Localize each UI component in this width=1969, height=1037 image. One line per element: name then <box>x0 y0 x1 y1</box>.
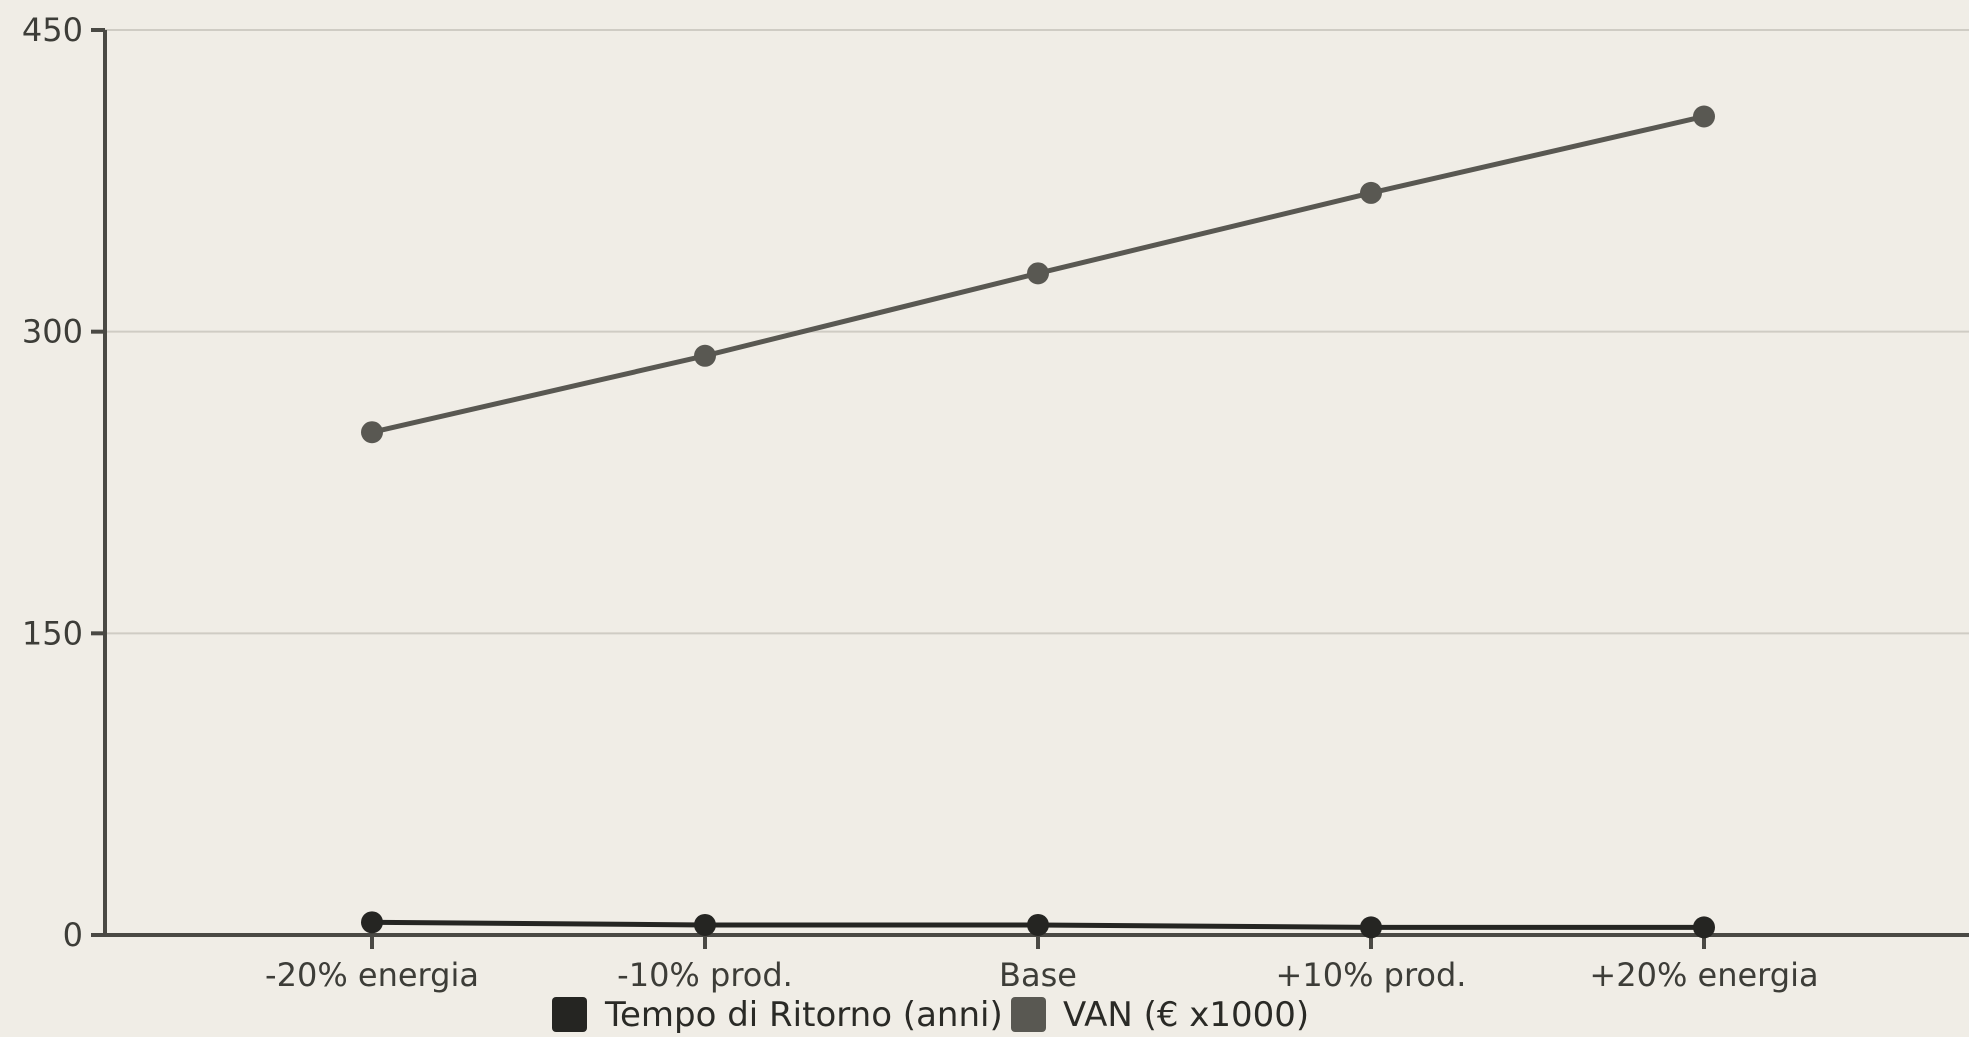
x-tick-label: Base <box>999 956 1077 994</box>
legend-label: VAN (€ x1000) <box>1063 995 1309 1035</box>
data-point <box>1693 105 1715 128</box>
grid-lines <box>105 29 1969 635</box>
data-point <box>694 913 716 936</box>
y-tick-label: 150 <box>22 614 83 652</box>
x-tick-label: +20% energia <box>1589 956 1818 994</box>
data-point <box>361 911 383 934</box>
legend-swatch <box>552 997 587 1032</box>
x-tick-label: -10% prod. <box>617 956 793 994</box>
data-point <box>1027 262 1049 285</box>
y-tick-label: 0 <box>63 916 83 954</box>
data-point <box>361 421 383 444</box>
data-point <box>1693 916 1715 939</box>
legend-label: Tempo di Ritorno (anni) <box>604 995 1003 1035</box>
x-ticks: -20% energia -10% prod. Base +10% prod. +20%… <box>265 935 1819 994</box>
legend-swatch <box>1011 997 1046 1032</box>
data-point <box>1360 181 1382 204</box>
data-point <box>1360 916 1382 939</box>
x-tick-label: -20% energia <box>265 956 479 994</box>
axes <box>103 30 1969 937</box>
y-ticks: 0 150 300 450 <box>22 11 105 954</box>
data-point <box>1027 913 1049 936</box>
x-tick-label: +10% prod. <box>1276 956 1467 994</box>
series-group <box>361 105 1715 939</box>
data-point <box>694 344 716 367</box>
legend: Tempo di Ritorno (anni) VAN (€ x1000) <box>552 995 1309 1035</box>
y-tick-label: 450 <box>22 11 83 49</box>
y-tick-label: 300 <box>22 313 83 351</box>
